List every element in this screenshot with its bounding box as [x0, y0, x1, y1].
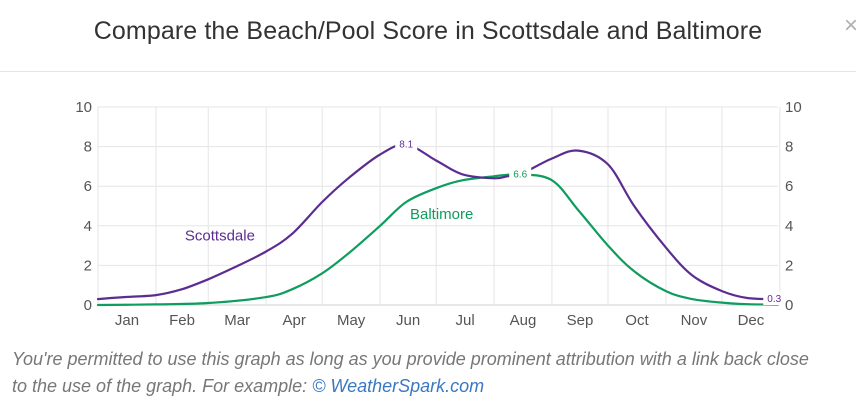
y-tick-label-right: 10	[785, 99, 802, 116]
y-tick-label-left: 10	[75, 99, 92, 116]
baltimore-series-label: Baltimore	[410, 206, 473, 223]
y-tick-label-right: 6	[785, 178, 793, 195]
x-tick-label: Feb	[169, 312, 195, 329]
x-tick-label: Jul	[455, 312, 474, 329]
scottsdale-annotation-label: 8.1	[399, 140, 413, 151]
caption-line-2-text: to the use of the graph. For example:	[12, 376, 313, 396]
x-tick-label: Nov	[681, 312, 708, 329]
x-tick-label: Jun	[396, 312, 420, 329]
attribution-caption: You're permitted to use this graph as lo…	[12, 346, 856, 400]
scottsdale-series-label: Scottsdale	[185, 228, 255, 245]
x-tick-label: Oct	[625, 312, 649, 329]
baltimore-annotation-label: 6.6	[513, 169, 527, 180]
page-title: Compare the Beach/Pool Score in Scottsda…	[93, 17, 763, 45]
y-tick-label-left: 2	[84, 257, 92, 274]
y-tick-label-left: 4	[84, 218, 92, 235]
x-tick-label: Sep	[567, 312, 594, 329]
baltimore-annotation-bg	[509, 167, 532, 181]
scottsdale-annotation-bg	[763, 292, 786, 306]
y-tick-label-right: 2	[785, 257, 793, 274]
y-tick-label-right: 0	[785, 297, 793, 314]
y-tick-label-right: 4	[785, 218, 793, 235]
x-tick-label: Dec	[738, 312, 765, 329]
weatherspark-link[interactable]: © WeatherSpark.com	[312, 376, 485, 396]
x-tick-label: Mar	[224, 312, 250, 329]
scottsdale-line	[96, 143, 780, 301]
y-tick-label-right: 8	[785, 139, 793, 156]
x-tick-label: Apr	[282, 312, 305, 329]
y-tick-label-left: 8	[84, 139, 92, 156]
y-tick-label-left: 0	[84, 297, 92, 314]
close-icon[interactable]: ×	[843, 12, 856, 39]
scottsdale-annotation-label: 0.3	[767, 294, 781, 305]
beach-pool-score-chart: 0 0 2 2 4 4 6 6 8 8 10 10 Jan Feb Mar Apr May Jun Jul Aug Se…	[75, 99, 802, 329]
scottsdale-annotation-bg	[395, 137, 418, 151]
chart-header: Compare the Beach/Pool Score in Scottsda…	[0, 0, 856, 72]
caption-line-1: You're permitted to use this graph as lo…	[12, 349, 809, 369]
y-tick-label-left: 6	[84, 178, 92, 195]
x-tick-label: May	[337, 312, 366, 329]
caption-line-2: to the use of the graph. For example: © …	[12, 373, 856, 400]
x-tick-label: Jan	[115, 312, 139, 329]
x-tick-label: Aug	[510, 312, 537, 329]
